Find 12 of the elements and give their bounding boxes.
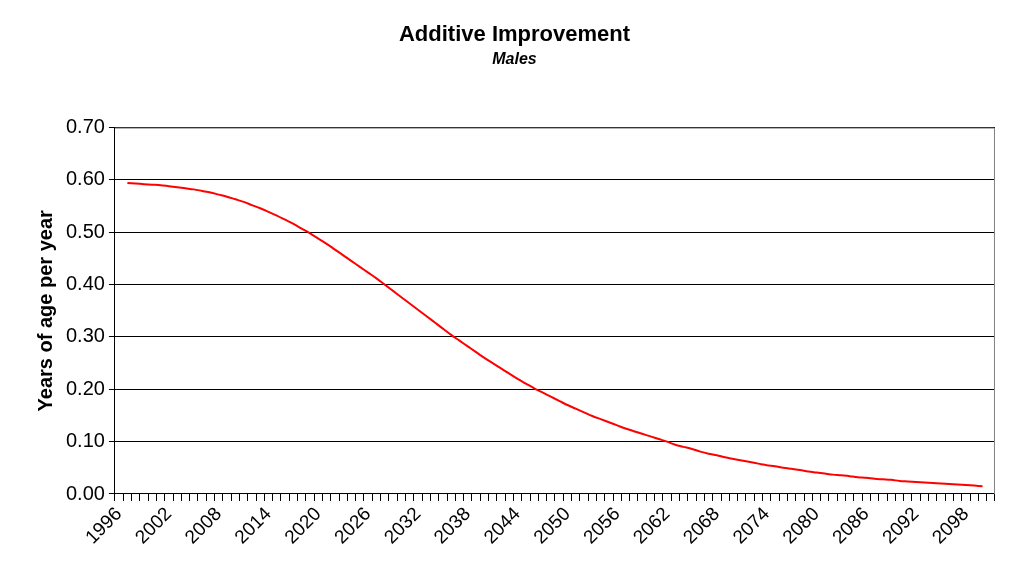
y-tick-label: 0.70 — [65, 115, 105, 138]
chart-subtitle: Males — [492, 50, 537, 68]
y-axis-title: Years of age per year — [33, 209, 56, 412]
y-tick-label: 0.10 — [65, 429, 105, 452]
chart-title: Additive Improvement — [398, 21, 631, 47]
y-tick-label: 0.30 — [65, 324, 105, 347]
y-tick-label: 0.20 — [65, 376, 105, 399]
y-tick-label: 0.60 — [65, 167, 105, 190]
line-series — [126, 182, 984, 488]
y-tick-label: 0.50 — [65, 219, 105, 242]
y-tick-label: 0.00 — [65, 481, 105, 504]
y-tick-label: 0.40 — [65, 272, 105, 295]
